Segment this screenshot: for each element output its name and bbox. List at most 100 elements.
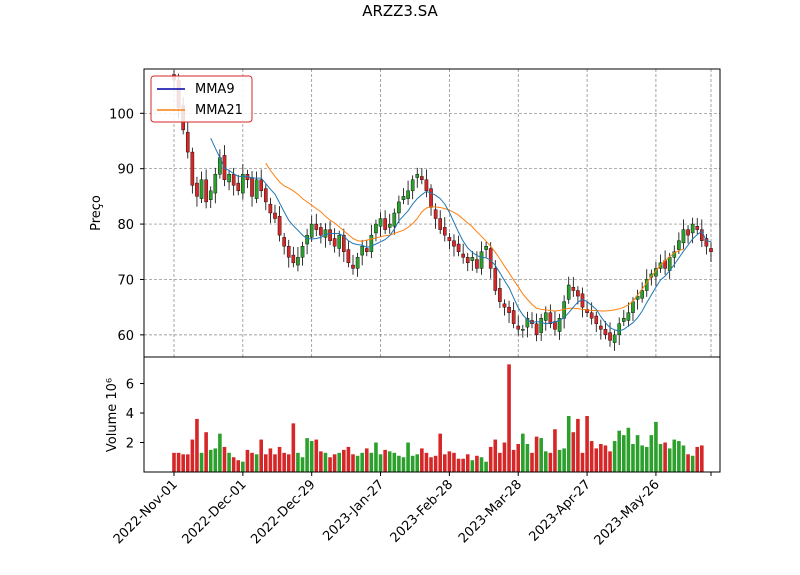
volume-bar — [337, 452, 342, 472]
volume-bar — [456, 458, 461, 472]
candle-body — [456, 243, 461, 252]
volume-bar — [241, 461, 245, 472]
volume-bar — [420, 448, 424, 472]
candle-body — [420, 176, 424, 180]
volume-y-ticks: 2 4 6 — [126, 378, 144, 452]
candle-body — [259, 179, 264, 192]
volume-bar — [465, 454, 470, 472]
price-y-tick-label: 60 — [117, 329, 134, 344]
volume-bar — [392, 452, 397, 472]
price-y-tick-label: 100 — [109, 107, 134, 122]
volume-bar — [364, 448, 369, 472]
volume-bar — [470, 460, 475, 472]
volume-bar — [484, 461, 488, 472]
candle-body — [305, 234, 309, 245]
candle-body — [484, 246, 488, 250]
candle-body — [571, 287, 576, 291]
candle-body — [640, 290, 644, 299]
x-tick-label: 2022-Dec-01 — [180, 477, 250, 547]
candle-body — [704, 238, 709, 247]
chart-title: ARZZ3.SA — [362, 2, 438, 20]
mma9-line — [210, 137, 712, 332]
candle-body — [709, 248, 713, 252]
candle-body — [277, 216, 282, 236]
candle-body — [677, 240, 681, 250]
volume-bar — [227, 452, 231, 472]
candle-body — [195, 182, 199, 197]
volume-bar — [181, 454, 185, 472]
candle-body — [346, 249, 351, 264]
volume-bar — [282, 452, 286, 472]
mma21-line — [265, 162, 684, 312]
candle-body — [241, 174, 245, 194]
volume-bar — [654, 421, 658, 472]
candle-body — [433, 209, 438, 219]
volume-bar — [314, 439, 319, 472]
legend: MMA9 MMA21 — [150, 75, 253, 123]
volume-bar — [521, 433, 525, 472]
volume-bar — [686, 454, 690, 472]
candle-body — [447, 237, 452, 241]
volume-bar — [700, 445, 704, 472]
candle-body — [355, 257, 360, 269]
volume-bar — [566, 415, 571, 472]
volume-bar — [319, 451, 323, 472]
volume-bar — [286, 454, 291, 472]
volume-bar — [185, 454, 190, 472]
candle-body — [493, 268, 498, 291]
candle-body — [392, 212, 397, 227]
candle-body — [309, 223, 314, 238]
candle-body — [319, 227, 323, 236]
volume-bar — [516, 443, 521, 472]
volume-bar — [374, 442, 378, 472]
volume-bar — [245, 449, 250, 472]
volume-bar — [383, 449, 387, 472]
volume-bar — [603, 445, 608, 472]
volume-bar — [621, 435, 626, 472]
volume-bar — [346, 446, 351, 472]
x-tick-label: 2023-Feb-28 — [388, 477, 457, 546]
volume-bar — [617, 430, 622, 472]
candle-body — [521, 329, 525, 331]
candle-body — [507, 306, 511, 313]
x-tick-label: 2022-Dec-29 — [248, 477, 318, 547]
price-axis-label: Preço — [89, 195, 104, 231]
candle-body — [424, 179, 429, 192]
volume-bar — [663, 442, 667, 472]
candle-body — [360, 246, 364, 256]
volume-bar — [534, 436, 539, 472]
volume-bar — [176, 452, 181, 472]
candle-body — [617, 323, 622, 336]
candle-body — [296, 257, 300, 266]
candle-body — [199, 179, 204, 199]
x-tick-label: 2022-Nov-01 — [111, 477, 181, 547]
volume-bar — [557, 449, 562, 472]
price-y-tick-label: 70 — [117, 273, 134, 288]
candle-body — [332, 238, 337, 247]
legend-mma21-label: MMA21 — [195, 103, 243, 118]
candle-body — [461, 253, 465, 258]
volume-bar — [328, 457, 332, 472]
candle-body — [406, 190, 410, 199]
candle-body — [383, 218, 387, 230]
legend-mma9-label: MMA9 — [195, 82, 235, 97]
volume-bar — [635, 435, 640, 472]
candle-body — [452, 240, 456, 247]
candle-body — [681, 229, 686, 244]
candle-body — [475, 259, 479, 269]
volume-bar — [254, 454, 259, 472]
candle-body — [539, 318, 543, 333]
candle-body — [323, 229, 328, 238]
candle-body — [516, 325, 521, 330]
volume-bar — [580, 452, 585, 472]
volume-bar — [360, 452, 364, 472]
volume-panel: 246 Volume 10⁶ 2022-Nov-012022-Dec-01202… — [105, 356, 721, 548]
candle-body — [438, 218, 443, 230]
volume-bar — [502, 442, 507, 472]
candle-body — [231, 174, 236, 186]
candle-body — [465, 257, 470, 264]
price-y-tick-label: 80 — [117, 218, 134, 233]
candle-body — [337, 234, 342, 249]
candle-body — [387, 223, 392, 228]
